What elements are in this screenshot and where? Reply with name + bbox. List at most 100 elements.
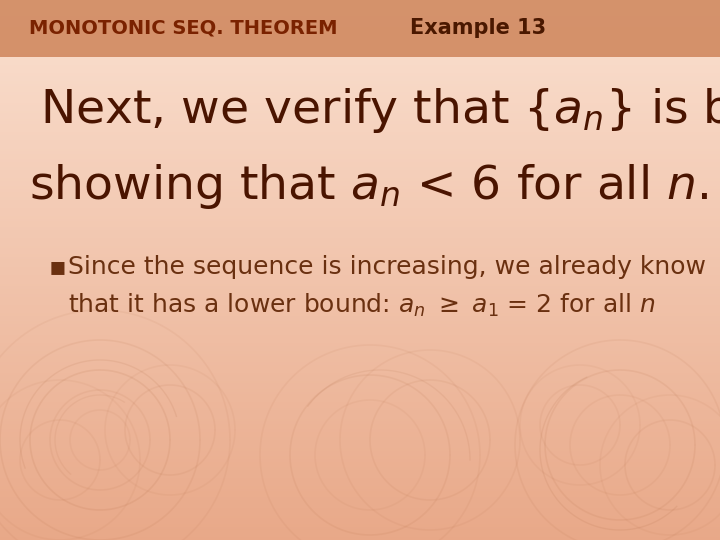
Bar [0, 437, 720, 440]
Bar [0, 167, 720, 170]
Bar [0, 535, 720, 537]
Bar [0, 135, 720, 138]
Bar [0, 526, 720, 529]
Bar [0, 92, 720, 94]
Bar [0, 78, 720, 81]
Bar [0, 491, 720, 494]
Bar [0, 308, 720, 310]
Bar [0, 502, 720, 505]
Bar [0, 332, 720, 335]
Bar [0, 59, 720, 62]
Bar [0, 124, 720, 127]
Bar [0, 478, 720, 481]
Bar [0, 208, 720, 211]
Bar [0, 211, 720, 213]
Bar [0, 367, 720, 370]
Bar [0, 221, 720, 224]
Bar [0, 440, 720, 443]
Bar [0, 76, 720, 78]
Bar [0, 402, 720, 405]
Bar [0, 178, 720, 181]
Bar [0, 16, 720, 19]
Bar [0, 410, 720, 413]
Bar [0, 176, 720, 178]
Bar [0, 324, 720, 327]
Bar [0, 49, 720, 51]
Bar [0, 313, 720, 316]
Bar [0, 100, 720, 103]
Bar [0, 416, 720, 418]
Bar [0, 165, 720, 167]
Bar [0, 51, 720, 54]
Bar [0, 116, 720, 119]
Bar [0, 267, 720, 270]
Bar [0, 259, 720, 262]
Bar [0, 451, 720, 454]
Bar [0, 130, 720, 132]
Bar [0, 316, 720, 319]
Bar [0, 319, 720, 321]
Bar [0, 192, 720, 194]
Bar [0, 456, 720, 459]
Text: MONOTONIC SEQ. THEOREM: MONOTONIC SEQ. THEOREM [29, 19, 337, 38]
Bar [0, 429, 720, 432]
Bar [0, 213, 720, 216]
Bar [0, 57, 720, 59]
Bar [0, 305, 720, 308]
Text: showing that $a_n$ < 6 for all $n$.: showing that $a_n$ < 6 for all $n$. [29, 162, 708, 211]
Bar [0, 46, 720, 49]
Bar [0, 103, 720, 105]
Bar [0, 14, 720, 16]
Bar [0, 119, 720, 122]
Bar [0, 286, 720, 289]
Bar [0, 346, 720, 348]
Bar [0, 470, 720, 472]
Bar [0, 127, 720, 130]
Bar [0, 22, 720, 24]
Bar [0, 68, 720, 70]
Bar [0, 43, 720, 46]
Bar [0, 232, 720, 235]
Bar [0, 0, 720, 57]
Bar [0, 227, 720, 229]
Bar [0, 321, 720, 324]
Bar [0, 146, 720, 148]
Bar [0, 446, 720, 448]
Bar [0, 32, 720, 35]
Bar [0, 354, 720, 356]
Bar [0, 143, 720, 146]
Bar [0, 230, 720, 232]
Bar [0, 19, 720, 22]
Bar [0, 529, 720, 532]
Bar [0, 464, 720, 467]
Bar [0, 513, 720, 516]
Bar [0, 481, 720, 483]
Bar [0, 462, 720, 464]
Text: Since the sequence is increasing, we already know: Since the sequence is increasing, we alr… [68, 255, 706, 279]
Bar [0, 459, 720, 462]
Bar [0, 111, 720, 113]
Bar [0, 105, 720, 108]
Bar [0, 159, 720, 162]
Bar [0, 278, 720, 281]
Bar [0, 505, 720, 508]
Bar [0, 454, 720, 456]
Bar [0, 486, 720, 489]
Bar [0, 497, 720, 500]
Bar [0, 273, 720, 275]
Bar [0, 405, 720, 408]
Bar [0, 8, 720, 11]
Bar [0, 494, 720, 497]
Bar [0, 27, 720, 30]
Bar [0, 84, 720, 86]
Bar [0, 238, 720, 240]
Bar [0, 216, 720, 219]
Bar [0, 297, 720, 300]
Bar [0, 356, 720, 359]
Bar [0, 432, 720, 435]
Bar [0, 392, 720, 394]
Bar [0, 97, 720, 100]
Bar [0, 205, 720, 208]
Bar [0, 281, 720, 284]
Bar [0, 310, 720, 313]
